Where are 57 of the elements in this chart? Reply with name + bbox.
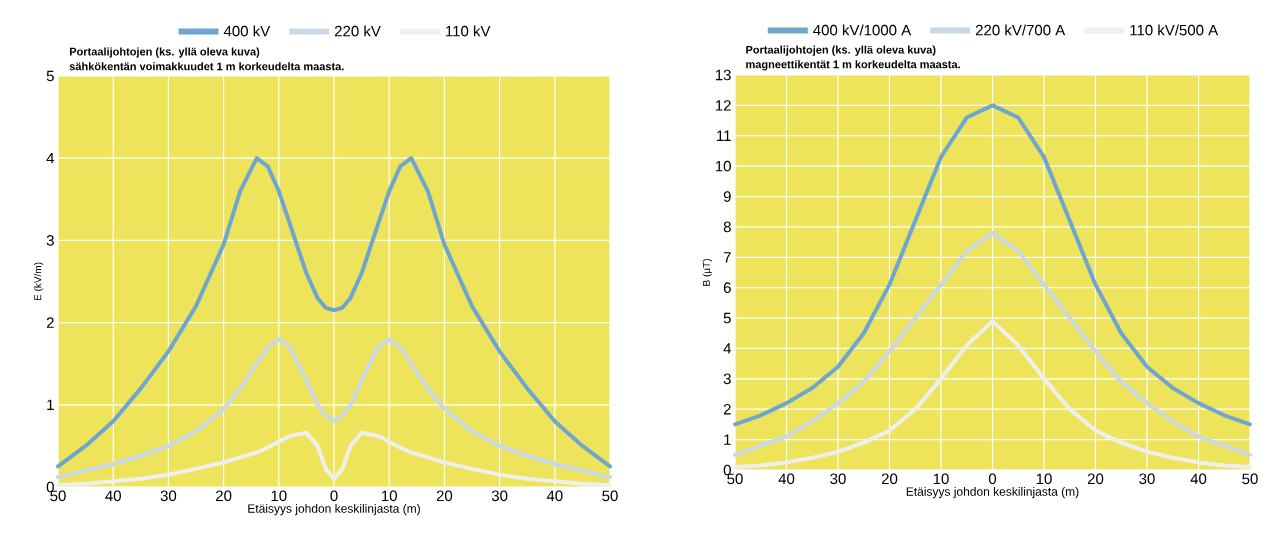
y-tick-label: 13 xyxy=(715,69,731,81)
legend-label: 110 kV xyxy=(446,25,491,37)
text: sähkökentän voimakkuudet 1 m korkeudelta maasta. xyxy=(69,62,344,71)
x-tick-label: 10 xyxy=(382,490,397,502)
y-tick-label: 6 xyxy=(723,282,731,293)
x-axis-title: Etäisyys johdon keskilinjasta (m) xyxy=(248,504,420,516)
line-series xyxy=(733,319,1252,469)
x-tick-label: 10 xyxy=(1036,473,1052,485)
text: Portaalijohtojen (ks. yllä oleva kuva) xyxy=(746,45,936,56)
y-axis-title: B (µT) xyxy=(702,259,712,286)
y-tick-label: 3 xyxy=(46,235,54,246)
line-series xyxy=(56,156,613,469)
x-tick-label: 40 xyxy=(1190,473,1207,485)
x-tick-label: 30 xyxy=(1139,473,1155,485)
y-tick-label: 5 xyxy=(723,312,731,324)
x-tick-label: 40 xyxy=(105,490,121,502)
x-tick-label: 20 xyxy=(1087,473,1104,485)
y-tick-label: 2 xyxy=(46,317,54,328)
x-tick-label: 20 xyxy=(436,490,453,502)
y-tick-label: 2 xyxy=(723,403,731,415)
y-tick-label: 8 xyxy=(723,221,731,233)
y-tick-label: 1 xyxy=(47,399,54,410)
legend-label: 400 kV/1000 A xyxy=(813,24,912,36)
x-tick-label: 30 xyxy=(160,490,177,502)
line-series xyxy=(56,337,613,480)
line-series xyxy=(733,230,1252,457)
text: magneettikentät 1 m korkeudelta maasta. xyxy=(746,60,960,71)
legend-label: 400 kV xyxy=(223,25,271,37)
x-tick-label: 10 xyxy=(933,473,949,485)
x-axis-title: Etäisyys johdon keskilinjasta (m) xyxy=(906,487,1079,499)
y-tick-label: 3 xyxy=(723,373,731,385)
x-tick-label: 20 xyxy=(881,473,898,485)
x-tick-label: 30 xyxy=(491,490,508,502)
y-tick-label: 7 xyxy=(723,252,731,263)
x-tick-label: 10 xyxy=(271,490,287,502)
y-tick-label: 4 xyxy=(46,153,55,164)
line-series xyxy=(733,103,1252,427)
y-tick-label: 11 xyxy=(717,130,731,141)
y-tick-label: 12 xyxy=(715,100,731,111)
legend-label: 220 kV xyxy=(334,25,381,37)
x-tick-label: 30 xyxy=(830,473,846,485)
y-tick-label: 9 xyxy=(723,191,731,202)
y-tick-label: 1 xyxy=(724,434,731,445)
x-tick-label: 0 xyxy=(988,473,997,485)
y-axis-title: E (kV/m) xyxy=(33,262,44,301)
x-tick-label: 50 xyxy=(602,490,618,502)
x-tick-label: 40 xyxy=(546,490,563,502)
x-tick-label: 0 xyxy=(330,490,338,502)
text: Portaalijohtojen (ks. yllä oleva kuva) xyxy=(70,47,260,58)
legend-label: 110 kV/500 A xyxy=(1130,24,1219,36)
y-tick-label: 5 xyxy=(46,70,54,82)
y-tick-label: 4 xyxy=(723,343,732,354)
x-tick-label: 50 xyxy=(1242,473,1258,485)
y-tick-label: 10 xyxy=(715,160,731,172)
legend-label: 220 kV/700 A xyxy=(975,24,1066,36)
x-tick-label: 20 xyxy=(216,490,232,502)
x-tick-label: 40 xyxy=(778,473,795,485)
